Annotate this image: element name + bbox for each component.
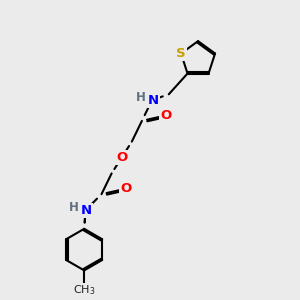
Text: O: O [160,109,172,122]
Text: H: H [69,201,78,214]
Text: N: N [148,94,159,106]
Text: H: H [136,91,146,104]
Text: O: O [120,182,131,196]
Text: CH$_3$: CH$_3$ [73,283,95,297]
Text: S: S [176,47,186,60]
Text: O: O [116,151,127,164]
Text: N: N [81,204,92,217]
